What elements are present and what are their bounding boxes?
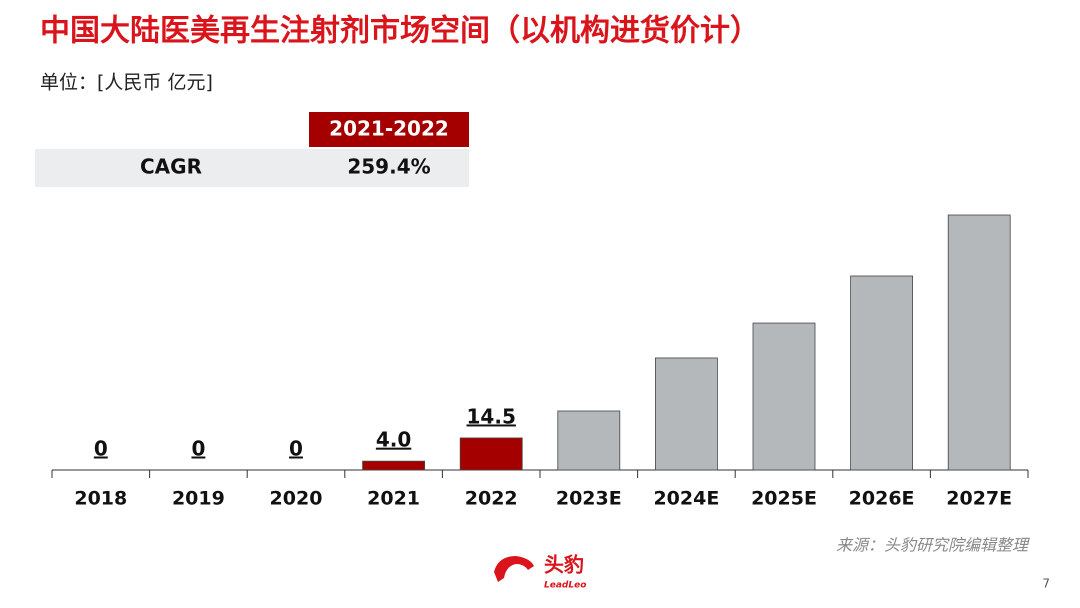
bar xyxy=(947,214,1011,471)
bar xyxy=(557,410,621,471)
bar xyxy=(752,322,816,471)
data-label: 0 xyxy=(94,437,108,461)
x-tick-label: 2025E xyxy=(751,488,817,510)
plot: 2018 0 2019 0 2020 0 2021 4.0 2022 14.5 2023E 2024E… xyxy=(51,214,1029,510)
logo-icon xyxy=(494,556,534,582)
bar xyxy=(362,460,426,471)
bar xyxy=(655,357,718,471)
logo-sub: LeadLeo xyxy=(544,581,586,591)
data-label: 0 xyxy=(191,437,205,461)
x-tick-label: 2018 xyxy=(74,488,127,510)
data-label: 0 xyxy=(289,437,303,461)
x-tick-label: 2023E xyxy=(556,488,622,510)
x-tick-label: 2019 xyxy=(172,488,225,510)
x-tick-label: 2022 xyxy=(465,488,518,510)
logo-name: 头豹 xyxy=(544,553,584,577)
table-row-bg xyxy=(35,149,469,187)
x-tick-label: 2027E xyxy=(946,488,1012,510)
table-label: CAGR xyxy=(140,155,202,179)
table-value: 259.4% xyxy=(347,155,430,179)
table-header: 2021-2022 xyxy=(329,117,449,141)
x-tick-label: 2020 xyxy=(270,488,323,510)
page-number: 7 xyxy=(1042,577,1050,591)
x-tick-label: 2024E xyxy=(653,488,719,510)
source-note: 来源：头豹研究院编辑整理 xyxy=(836,536,1030,555)
chart-title: 中国大陆医美再生注射剂市场空间（以机构进货价计） xyxy=(40,14,760,49)
data-label: 4.0 xyxy=(376,428,411,452)
bar xyxy=(850,275,913,471)
data-label: 14.5 xyxy=(467,404,516,428)
table-header-bg xyxy=(309,112,469,147)
x-tick-label: 2021 xyxy=(367,488,420,510)
bar xyxy=(459,437,523,471)
unit-label: 单位：[人民币 亿元] xyxy=(40,72,213,94)
x-tick-label: 2026E xyxy=(849,488,915,510)
